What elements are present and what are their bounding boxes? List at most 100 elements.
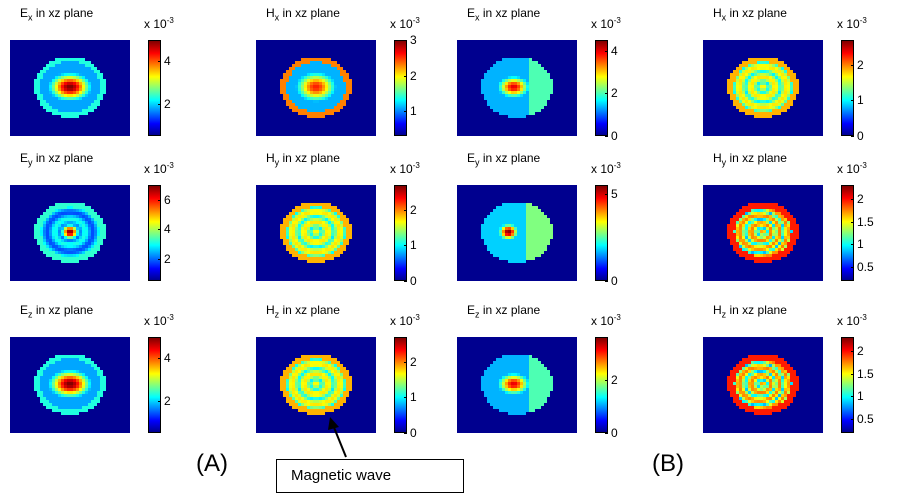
- colorbar-exponent-base: x 10: [837, 17, 860, 31]
- colorbar-tick-label: 2: [164, 97, 171, 111]
- panel-title: Ez in xz plane: [467, 303, 540, 319]
- colorbar-exponent: x 10-3: [390, 161, 420, 176]
- panel-title-field: E: [467, 6, 476, 20]
- panel-title: Ex in xz plane: [20, 6, 93, 22]
- colorbar-tickmark: [605, 433, 608, 434]
- heatmap-hy-b: [703, 185, 823, 281]
- colorbar-tick-label: 2: [410, 354, 417, 369]
- panel-title-field: H: [266, 303, 275, 317]
- colorbar-tick-label: 2: [410, 68, 417, 83]
- colorbar-tick-label: 0.5: [857, 412, 874, 427]
- colorbar-tickmark: [851, 136, 854, 137]
- heatmap-cells: [727, 355, 799, 415]
- panel-title-field: E: [20, 151, 29, 165]
- panel-title-component: y: [274, 157, 280, 168]
- heatmap-hy-a: [256, 185, 376, 281]
- panel-title: Ey in xz plane: [20, 151, 93, 167]
- colorbar-tickmark: [851, 64, 854, 66]
- colorbar-exponent: x 10-3: [837, 16, 867, 31]
- panel-title-plane: in xz plane: [279, 151, 340, 165]
- colorbar-tick-label: 5: [611, 186, 618, 201]
- panel-title-plane: in xz plane: [479, 6, 541, 20]
- heatmap-ex-b: [457, 40, 577, 136]
- colorbar-tick-label: 2: [857, 343, 864, 358]
- colorbar-tick-label: 2: [857, 191, 864, 206]
- colorbar-tickmark: [851, 373, 854, 375]
- panel-title: Hz in xz plane: [266, 303, 340, 319]
- panel-title-component: y: [28, 157, 33, 168]
- colorbar-exponent: x 10-3: [591, 161, 621, 176]
- colorbar-tick-label: 4: [164, 54, 171, 69]
- panel-title: Ex in xz plane: [467, 6, 540, 22]
- heatmap-cells: [34, 58, 106, 118]
- colorbar: [148, 185, 161, 281]
- panel-title-field: E: [20, 303, 29, 317]
- heatmap-cells: [727, 203, 799, 263]
- colorbar-tick-label: 0: [611, 426, 618, 440]
- colorbar-tickmark: [605, 193, 608, 195]
- panel-title: Hz in xz plane: [713, 303, 787, 319]
- colorbar-tick-label: 2: [611, 86, 618, 101]
- colorbar-exponent-base: x 10: [390, 162, 413, 176]
- colorbar-tickmark: [158, 61, 161, 63]
- colorbar-exponent-power: -3: [166, 161, 174, 170]
- panel-title-field: H: [713, 151, 722, 165]
- heatmap-cells: [34, 355, 106, 415]
- panel-title-plane: in xz plane: [726, 6, 787, 20]
- colorbar-tickmark: [404, 111, 407, 113]
- panel-title-plane: in xz plane: [32, 6, 94, 20]
- colorbar-exponent: x 10-3: [591, 16, 621, 31]
- panel-title-field: E: [467, 303, 476, 317]
- colorbar: [841, 185, 854, 281]
- colorbar-tickmark: [605, 136, 608, 137]
- colorbar: [595, 337, 608, 433]
- panel-title-field: E: [20, 6, 29, 20]
- heatmap-hz-b: [703, 337, 823, 433]
- heatmap-cells: [481, 355, 553, 415]
- colorbar-exponent-base: x 10: [144, 17, 167, 31]
- panel-title: Ey in xz plane: [467, 151, 540, 167]
- colorbar-tick-label: 0: [410, 274, 417, 288]
- colorbar: [148, 337, 161, 433]
- colorbar-tick-label: 1: [410, 390, 417, 405]
- colorbar-tick-label: 2: [857, 57, 864, 72]
- panel-title-plane: in xz plane: [32, 151, 94, 165]
- panel-title-field: H: [713, 6, 722, 20]
- panel-title: Hx in xz plane: [266, 6, 340, 22]
- colorbar-tick-label: 0: [611, 274, 618, 288]
- colorbar-tick-label: 6: [164, 192, 171, 207]
- heatmap-cells: [280, 203, 352, 263]
- colorbar-tickmark: [605, 50, 608, 52]
- colorbar-tickmark: [404, 209, 407, 211]
- colorbar-tick-label: 1.5: [857, 366, 874, 381]
- panel-title-plane: in xz plane: [279, 303, 340, 317]
- colorbar: [394, 337, 407, 433]
- colorbar-exponent-base: x 10: [837, 162, 860, 176]
- colorbar-tickmark: [158, 358, 161, 360]
- colorbar-tickmark: [158, 401, 161, 402]
- heatmap-hx-b: [703, 40, 823, 136]
- colorbar-tick-label: 1: [857, 93, 864, 108]
- heatmap-cells: [727, 58, 799, 118]
- colorbar-exponent-power: -3: [613, 313, 621, 322]
- colorbar-exponent: x 10-3: [144, 16, 174, 31]
- colorbar-exponent: x 10-3: [837, 313, 867, 328]
- heatmap-cells: [280, 58, 352, 118]
- colorbar-tick-label: 4: [164, 351, 171, 366]
- panel-title-field: H: [266, 151, 275, 165]
- colorbar-tickmark: [404, 397, 407, 399]
- heatmap-ey-b: [457, 185, 577, 281]
- colorbar: [595, 185, 608, 281]
- colorbar-tick-label: 0: [410, 426, 417, 440]
- colorbar-tickmark: [158, 258, 161, 260]
- panel-title: Hy in xz plane: [713, 151, 787, 167]
- panel-title-component: z: [721, 309, 727, 320]
- colorbar-tick-label: 0: [611, 129, 618, 143]
- colorbar-exponent-base: x 10: [591, 314, 614, 328]
- colorbar-exponent-power: -3: [166, 16, 174, 25]
- colorbar-exponent-power: -3: [859, 161, 867, 170]
- colorbar-exponent: x 10-3: [390, 313, 420, 328]
- colorbar-tickmark: [605, 281, 608, 282]
- colorbar-exponent-power: -3: [613, 16, 621, 25]
- colorbar: [394, 40, 407, 136]
